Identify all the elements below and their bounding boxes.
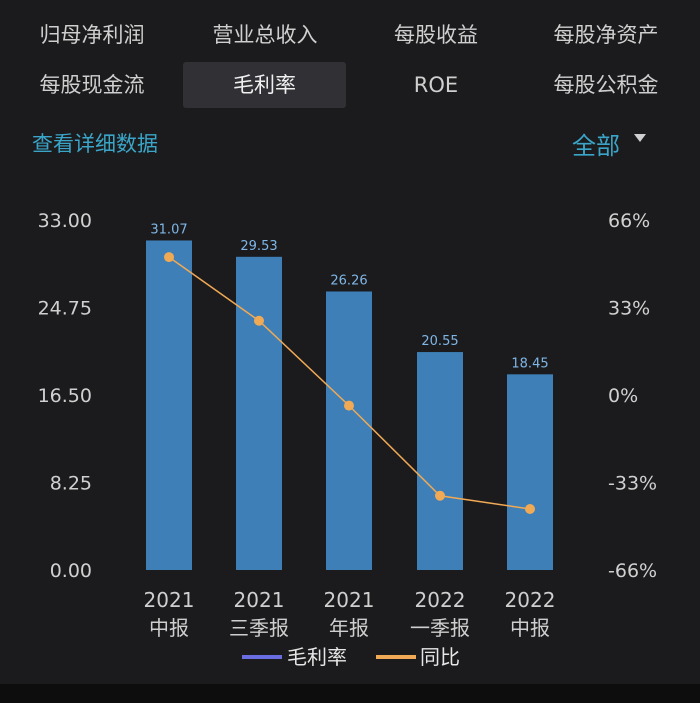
tab-net-profit[interactable]: 归母净利润 [39, 23, 145, 47]
y-right-tick-label: 33% [608, 298, 650, 320]
legend-label-yoy: 同比 [420, 645, 460, 669]
x-tick-label-period: 中报 [149, 616, 189, 640]
legend-swatch-yoy [376, 655, 416, 659]
x-tick-label-period: 一季报 [410, 616, 470, 640]
y-right-tick-label: -33% [608, 473, 657, 495]
x-tick-label-year: 2021 [144, 588, 195, 612]
x-tick-label-year: 2021 [324, 588, 375, 612]
y-left-tick-label: 0.00 [50, 560, 92, 582]
bar-value-label: 31.07 [150, 222, 187, 237]
tab-revenue[interactable]: 营业总收入 [212, 23, 318, 47]
bottom-bar [0, 684, 700, 703]
bar [236, 256, 282, 570]
tab-bvps[interactable]: 每股净资产 [553, 23, 659, 47]
x-tick-label-period: 中报 [510, 616, 550, 640]
x-tick-label-year: 2022 [505, 588, 556, 612]
bar [326, 291, 372, 570]
y-right-tick-label: 66% [608, 210, 650, 232]
bar-value-label: 29.53 [240, 239, 277, 254]
y-right-tick-label: -66% [608, 560, 657, 582]
caret-down-icon[interactable] [634, 134, 646, 142]
legend-label-gross-margin: 毛利率 [287, 645, 347, 669]
tab-cash-flow-per-share[interactable]: 每股现金流 [39, 73, 145, 97]
tab-eps[interactable]: 每股收益 [394, 23, 478, 47]
bar [417, 352, 463, 570]
yoy-point [435, 490, 445, 501]
period-filter-dropdown[interactable]: 全部 [572, 132, 620, 160]
tab-gross-margin[interactable]: 毛利率 [183, 62, 346, 108]
tab-roe[interactable]: ROE [413, 73, 459, 97]
y-left-tick-label: 33.00 [38, 210, 92, 232]
x-tick-label-year: 2021 [234, 588, 285, 612]
x-tick-label-year: 2022 [415, 588, 466, 612]
bar-value-label: 20.55 [421, 334, 458, 349]
x-tick-label-period: 三季报 [229, 616, 289, 640]
y-left-tick-label: 8.25 [50, 473, 92, 495]
yoy-point [254, 315, 264, 326]
bar [146, 240, 192, 570]
tab-reserve-per-share[interactable]: 每股公积金 [553, 73, 659, 97]
bar [507, 374, 553, 570]
yoy-point [164, 252, 174, 263]
x-tick-label-period: 年报 [329, 616, 369, 640]
y-left-tick-label: 16.50 [38, 385, 92, 407]
view-details-link[interactable]: 查看详细数据 [32, 132, 158, 156]
y-left-tick-label: 24.75 [38, 298, 92, 320]
yoy-point [344, 400, 354, 411]
bar-value-label: 26.26 [330, 273, 367, 288]
bar-value-label: 18.45 [511, 356, 548, 371]
legend-swatch-gross-margin [242, 655, 282, 659]
y-right-tick-label: 0% [608, 385, 638, 407]
yoy-point [525, 504, 535, 515]
gross-margin-chart: 0.00 8.25 16.50 24.75 33.00 -66% -33% 0% 33% 66% 3… [38, 210, 658, 669]
